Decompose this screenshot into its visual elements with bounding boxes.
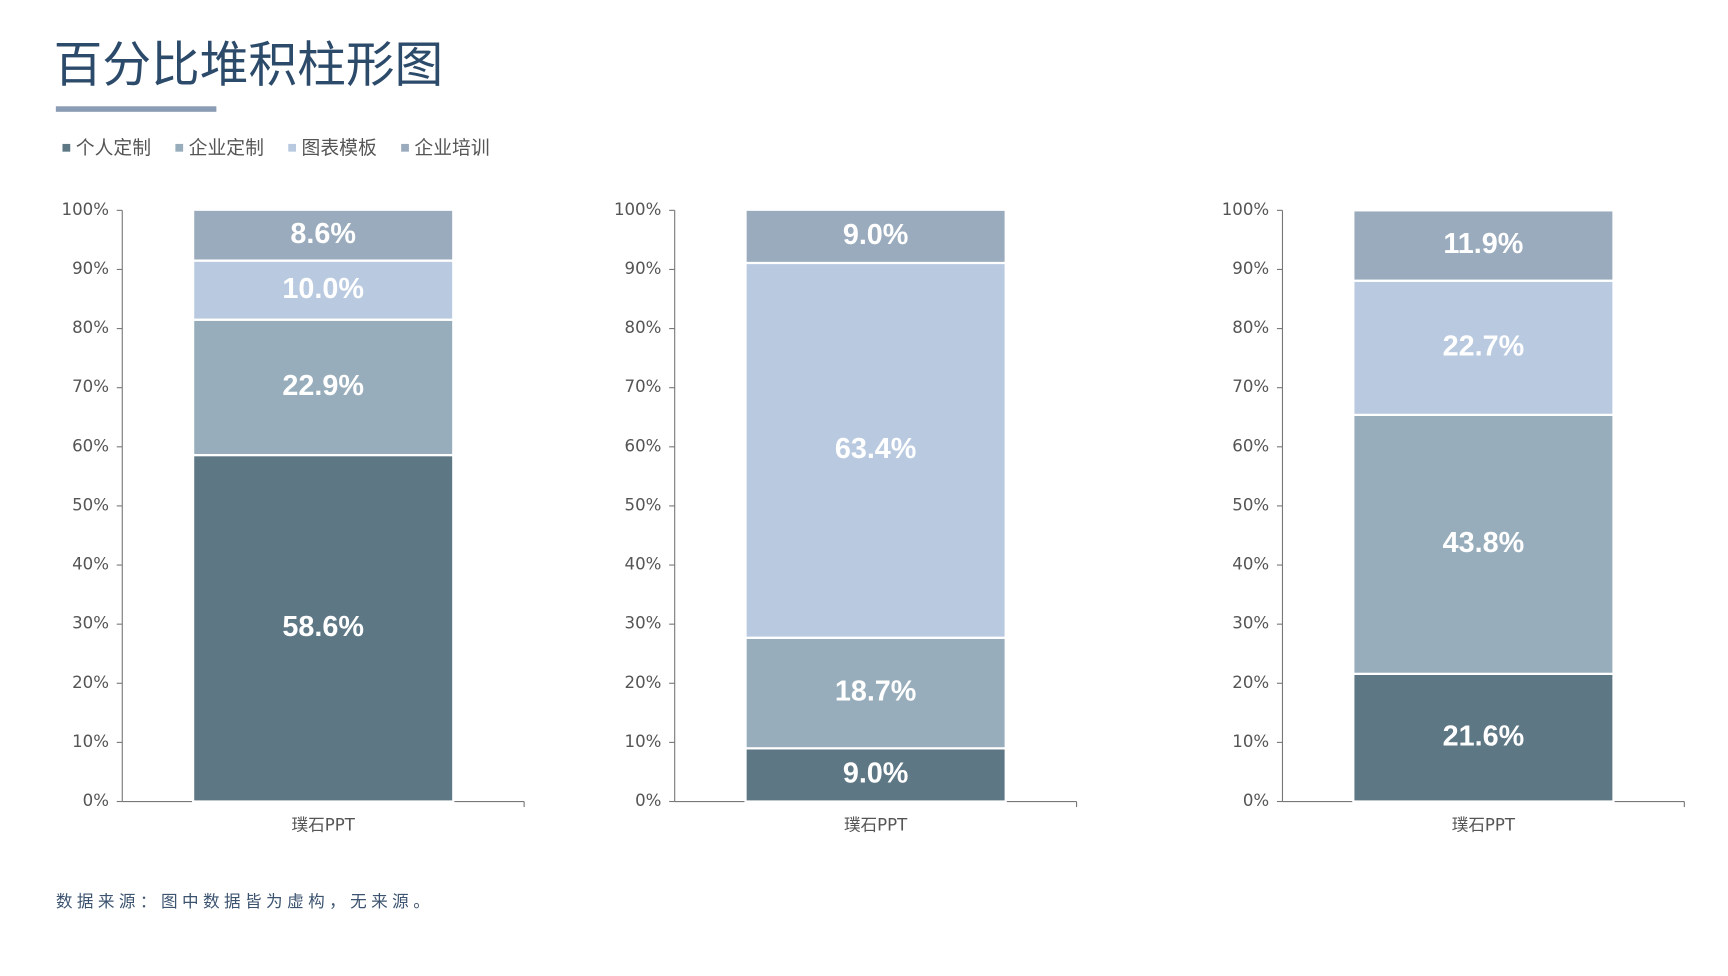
data-label: 18.7% [835, 676, 917, 708]
y-tick-label: 100% [1222, 200, 1269, 219]
legend-swatch [288, 143, 297, 152]
legend-swatch [175, 143, 184, 152]
legend-label: 个人定制 [76, 137, 151, 159]
y-tick-label: 40% [72, 555, 109, 574]
y-tick-label: 30% [1232, 614, 1269, 633]
y-tick-label: 50% [72, 495, 109, 514]
bar-segment [1352, 672, 1615, 803]
data-label: 21.6% [1443, 720, 1525, 752]
y-tick-label: 0% [83, 791, 109, 810]
y-tick-label: 0% [1243, 791, 1269, 810]
y-tick-label: 20% [625, 673, 662, 692]
page-title: 百分比堆积柱形图 [54, 38, 444, 94]
y-tick-label: 60% [625, 436, 662, 455]
y-tick-label: 80% [1232, 318, 1269, 337]
bar-segment [744, 636, 1007, 750]
y-tick-label: 90% [625, 259, 662, 278]
data-label: 9.0% [843, 219, 909, 251]
data-label: 22.9% [282, 370, 364, 402]
y-tick-label: 70% [625, 377, 662, 396]
data-label: 43.8% [1443, 527, 1525, 559]
bar-segment [744, 208, 1007, 265]
legend-swatch [401, 143, 409, 152]
bar-segment [192, 208, 455, 262]
y-tick-label: 70% [1232, 377, 1269, 396]
x-tick-label: 璞石PPT [1452, 815, 1516, 834]
y-tick-label: 80% [625, 318, 662, 337]
bar-segment [1352, 209, 1615, 282]
legend-label: 企业培训 [414, 137, 489, 159]
y-tick-label: 60% [1232, 436, 1269, 455]
x-tick-label: 璞石PPT [844, 815, 908, 834]
bar-segment [192, 318, 455, 457]
y-tick-label: 60% [72, 436, 109, 455]
bar-segment [192, 259, 455, 321]
data-label: 10.0% [282, 273, 364, 305]
legend-swatch [62, 143, 71, 152]
y-tick-label: 30% [625, 614, 662, 633]
y-tick-label: 100% [62, 200, 109, 219]
y-tick-label: 20% [1232, 673, 1269, 692]
data-label: 11.9% [1443, 228, 1523, 260]
legend-label: 企业定制 [189, 137, 264, 159]
data-label: 8.6% [290, 218, 356, 250]
y-tick-label: 40% [1232, 555, 1269, 574]
y-tick-label: 30% [72, 614, 109, 633]
y-tick-label: 100% [614, 200, 661, 219]
y-tick-label: 70% [72, 377, 109, 396]
legend-label: 图表模板 [302, 137, 377, 159]
y-tick-label: 10% [72, 732, 109, 751]
y-tick-label: 90% [72, 259, 109, 278]
data-label: 58.6% [282, 611, 364, 643]
y-tick-label: 20% [72, 673, 109, 692]
bar-segment [1352, 279, 1615, 416]
bar-segment [744, 261, 1007, 639]
y-tick-label: 10% [625, 732, 662, 751]
bar-segment [192, 453, 455, 803]
title-underline [55, 106, 217, 112]
y-tick-label: 40% [625, 555, 662, 574]
bar-segment [744, 747, 1007, 803]
source-note: 数据来源：图中数据皆为虚构，无来源。 [56, 892, 434, 911]
data-label: 9.0% [843, 758, 909, 790]
y-tick-label: 90% [1232, 259, 1269, 278]
y-tick-label: 50% [1232, 495, 1269, 514]
y-tick-label: 10% [1232, 732, 1269, 751]
y-tick-label: 80% [72, 318, 109, 337]
y-tick-label: 50% [625, 495, 662, 514]
x-tick-label: 璞石PPT [292, 815, 356, 834]
y-tick-label: 0% [635, 791, 661, 810]
bar-segment [1352, 413, 1615, 675]
data-label: 63.4% [835, 433, 917, 465]
data-label: 22.7% [1443, 330, 1525, 362]
legend: 个人定制 企业定制 图表模板 企业培训 [62, 137, 490, 159]
